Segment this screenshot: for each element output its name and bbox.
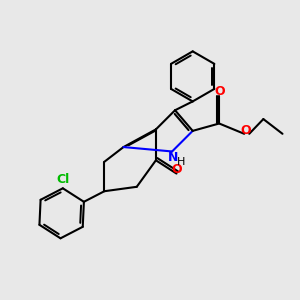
Text: H: H bbox=[177, 157, 185, 167]
Text: O: O bbox=[240, 124, 251, 137]
Text: Cl: Cl bbox=[57, 173, 70, 186]
Text: O: O bbox=[214, 85, 224, 98]
Text: O: O bbox=[171, 163, 182, 176]
Text: N: N bbox=[168, 151, 179, 164]
